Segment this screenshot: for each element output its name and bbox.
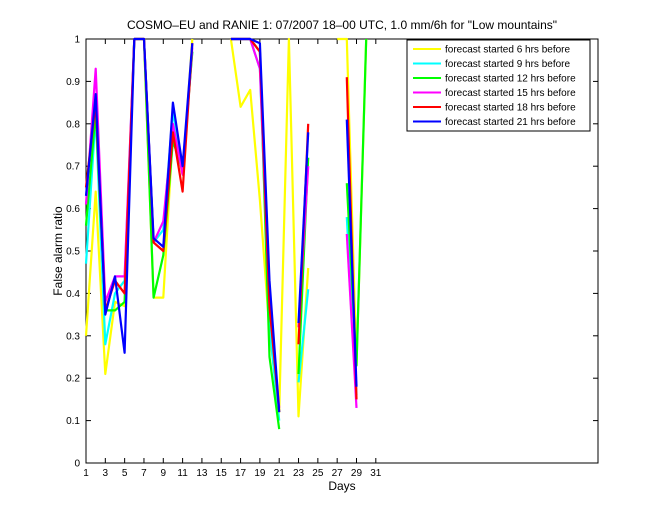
y-tick-label: 0.8 [66,119,80,130]
legend-entry: forecast started 12 hrs before [445,74,576,85]
x-tick-label: 13 [196,468,208,479]
x-axis-label: Days [328,479,355,493]
x-tick-label: 27 [332,468,344,479]
y-axis: 0 0.1 0.2 0.3 0.4 0.5 0.6 0.7 0.8 0.9 1 [66,35,598,470]
x-tick-label: 23 [293,468,305,479]
x-tick-label: 31 [370,468,382,479]
series-line-5 [84,37,194,354]
y-tick-label: 0.7 [66,162,80,173]
y-tick-label: 0.2 [66,374,80,385]
legend-entry: forecast started 15 hrs before [445,88,576,99]
series-lines [84,37,368,430]
y-tick-label: 0 [74,459,80,470]
x-tick-label: 5 [122,468,128,479]
y-tick-label: 0.9 [66,77,80,88]
legend-entry: forecast started 9 hrs before [445,59,571,70]
x-tick-label: 25 [312,468,324,479]
legend-entry: forecast started 21 hrs before [445,117,576,128]
y-tick-label: 0.4 [66,289,80,300]
x-tick-label: 7 [141,468,147,479]
y-tick-label: 0.1 [66,416,80,427]
x-tick-label: 29 [351,468,363,479]
y-axis-label: False alarm ratio [51,206,65,296]
x-tick-label: 19 [254,468,266,479]
series-line-5 [297,132,310,324]
y-tick-label: 0.6 [66,204,80,215]
y-tick-label: 0.5 [66,247,80,258]
series-line-5 [345,119,358,387]
series-line-1 [297,289,310,383]
legend: forecast started 6 hrs before forecast st… [406,39,591,132]
legend-entry: forecast started 6 hrs before [445,45,571,56]
y-tick-label: 0.3 [66,331,80,342]
x-tick-label: 1 [83,468,89,479]
legend-entry: forecast started 18 hrs before [445,103,576,114]
x-tick-label: 9 [161,468,167,479]
chart-title: COSMO–EU and RANIE 1: 07/2007 18–00 UTC,… [127,18,557,32]
x-tick-label: 3 [103,468,109,479]
legend-box [406,39,591,132]
y-tick-label: 1 [74,35,80,46]
series-line-5 [230,37,281,413]
x-tick-label: 21 [274,468,286,479]
x-tick-label: 11 [177,468,188,479]
x-tick-label: 15 [216,468,228,479]
x-tick-label: 17 [235,468,247,479]
